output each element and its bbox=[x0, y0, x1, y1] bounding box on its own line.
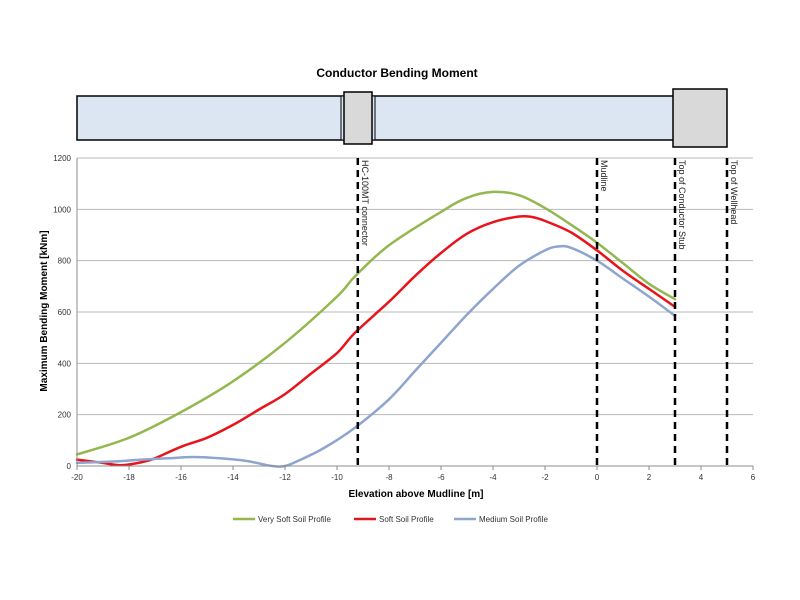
conductor-pipe bbox=[76, 95, 678, 141]
chart-title: Conductor Bending Moment bbox=[316, 66, 477, 80]
marker-label-mudline: Mudline bbox=[599, 160, 609, 192]
series-line-soft-soil-profile bbox=[75, 214, 677, 467]
x-tick-label: -18 bbox=[123, 473, 135, 482]
x-tick-label: 4 bbox=[699, 473, 704, 482]
hc-100mt-connector bbox=[343, 91, 373, 145]
x-tick-label: -12 bbox=[279, 473, 291, 482]
marker-lines: HC-100MT connector Mudline Top of Conducto… bbox=[356, 158, 739, 466]
x-tick-label: -8 bbox=[385, 473, 393, 482]
y-tick-label: 600 bbox=[58, 308, 72, 317]
y-tick-label: 400 bbox=[58, 359, 72, 368]
y-tick-label: 0 bbox=[67, 462, 72, 471]
x-tick-label: 0 bbox=[595, 473, 600, 482]
legend: Very Soft Soil Profile Soft Soil Profile M… bbox=[233, 515, 548, 524]
series-line-medium-soil-profile bbox=[75, 244, 677, 468]
grid bbox=[77, 157, 753, 467]
legend-label-very-soft-soil-profile: Very Soft Soil Profile bbox=[258, 515, 331, 524]
x-tick-label: -2 bbox=[541, 473, 549, 482]
wellhead-block bbox=[672, 88, 728, 148]
x-tick-label: -4 bbox=[489, 473, 497, 482]
series-lines bbox=[75, 190, 677, 468]
marker-label-top-of-conductor-stub: Top of Conductor Stub bbox=[677, 160, 687, 250]
x-tick-label: -20 bbox=[71, 473, 83, 482]
marker-label-top-of-wellhead: Top of Wellhead bbox=[729, 160, 739, 224]
y-tick-label: 200 bbox=[58, 411, 72, 420]
x-tick-label: -16 bbox=[175, 473, 187, 482]
y-axis-title: Maximum Bending Moment [kNm] bbox=[39, 230, 50, 391]
y-tick-label: 1200 bbox=[53, 154, 71, 163]
marker-label-hc-100mt-connector: HC-100MT connector bbox=[360, 160, 370, 246]
x-tick-label: 2 bbox=[647, 473, 652, 482]
x-tick-label: 6 bbox=[751, 473, 756, 482]
x-axis-title: Elevation above Mudline [m] bbox=[348, 489, 483, 500]
x-tick-label: -6 bbox=[437, 473, 445, 482]
y-tick-label: 800 bbox=[58, 257, 72, 266]
x-tick-label: -10 bbox=[331, 473, 343, 482]
legend-label-medium-soil-profile: Medium Soil Profile bbox=[479, 515, 548, 524]
x-tick-label: -14 bbox=[227, 473, 239, 482]
conductor-schematic bbox=[76, 88, 728, 148]
y-tick-label: 1000 bbox=[53, 205, 71, 214]
legend-label-soft-soil-profile: Soft Soil Profile bbox=[379, 515, 434, 524]
